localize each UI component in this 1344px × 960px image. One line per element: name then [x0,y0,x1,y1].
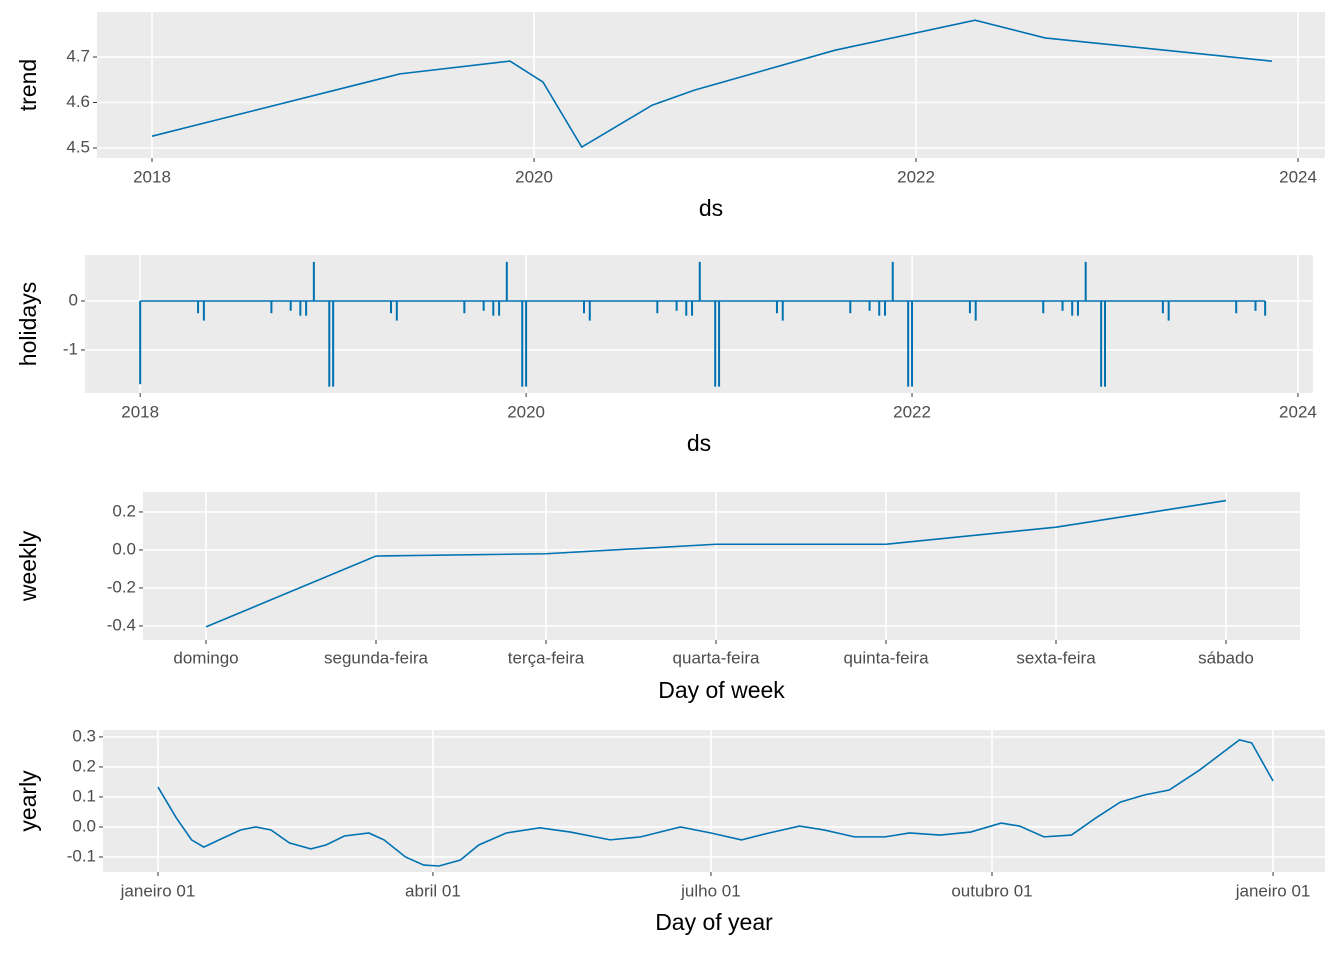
holiday-spike [685,301,688,316]
x-tick-label: 2018 [121,402,159,421]
y-axis-title: yearly [15,770,41,832]
holiday-spike [781,301,784,321]
holiday-spike [332,301,335,387]
holiday-spike [1071,301,1074,316]
y-axis-title: holidays [15,282,41,366]
trend-line [151,19,1273,149]
x-tick-label: 2020 [507,402,545,421]
x-axis-title: Day of week [658,677,785,703]
y-tick-label: -1 [63,339,78,358]
holiday-spike [868,301,871,311]
holiday-spike [656,301,659,314]
x-tick-label: segunda-feira [324,648,429,667]
holiday-spike [1084,261,1087,301]
y-tick-label: 0.1 [72,786,96,805]
x-tick-label: 2024 [1279,167,1317,186]
holiday-spike [463,301,466,314]
holiday-spike [907,301,910,387]
holiday-spike [588,301,591,321]
x-tick-label: terça-feira [508,648,585,667]
y-tick-label: -0.2 [107,577,136,596]
panel-background [103,730,1325,872]
y-tick-label: 0 [69,290,78,309]
y-tick-label: 0.0 [112,539,136,558]
y-tick-label: 0.0 [72,816,96,835]
holiday-spike [849,301,852,314]
x-tick-label: quarta-feira [673,648,760,667]
holiday-spike [878,301,881,316]
x-tick-label: janeiro 01 [1235,881,1311,900]
holiday-spike [498,301,501,316]
holiday-spike [312,261,315,301]
holiday-spike [911,301,914,387]
holiday-spike [482,301,485,311]
x-tick-label: outubro 01 [951,881,1032,900]
holiday-spike [305,301,308,316]
holiday-spike [1103,301,1106,387]
y-tick-label: 0.2 [72,756,96,775]
holiday-spike [1161,301,1164,314]
holiday-spike [968,301,971,314]
holiday-spike [1254,301,1257,311]
holiday-spike [390,301,393,314]
holiday-spike [328,301,331,387]
holiday-spike [718,301,721,387]
holiday-spike [891,261,894,301]
holiday-spike [1100,301,1103,387]
holiday-spike [1167,301,1170,321]
y-tick-label: 4.6 [66,92,90,111]
y-axis-title: weekly [15,530,41,602]
y-tick-label: -0.4 [107,615,136,634]
x-tick-label: sábado [1198,648,1254,667]
y-axis-title: trend [15,59,41,111]
x-axis-title: Day of year [655,909,773,935]
holiday-spike [197,301,200,314]
holiday-spike [698,261,701,301]
holiday-spike [270,301,273,314]
trend-line [205,499,1227,628]
y-tick-label: 4.5 [66,137,90,156]
panel-background [143,492,1300,640]
holiday-spike [691,301,694,316]
holiday-spike [525,301,528,387]
holiday-spike [582,301,585,314]
holiday-spike [675,301,678,311]
x-tick-label: quinta-feira [843,648,929,667]
holiday-spike [505,261,508,301]
x-axis-title: ds [699,195,723,221]
x-tick-label: janeiro 01 [120,881,196,900]
holiday-spike [521,301,524,387]
holiday-spike [974,301,977,321]
x-tick-label: sexta-feira [1016,648,1096,667]
holiday-spike [492,301,495,316]
x-tick-label: 2022 [893,402,931,421]
holiday-spike [1042,301,1045,314]
x-tick-label: abril 01 [405,881,461,900]
x-tick-label: 2022 [897,167,935,186]
y-tick-label: 4.7 [66,47,90,66]
x-tick-label: domingo [173,648,238,667]
holiday-spike [1264,301,1267,316]
x-axis-title: ds [687,430,711,456]
trend-line [157,739,1274,867]
holiday-spike [202,301,205,321]
y-tick-label: -0.1 [67,846,96,865]
holiday-spike [884,301,887,316]
holiday-spike [139,301,142,385]
holiday-spike [395,301,398,321]
x-tick-label: 2024 [1279,402,1317,421]
holiday-spike [289,301,292,311]
x-tick-label: julho 01 [680,881,741,900]
holiday-spike [714,301,717,387]
y-tick-label: 0.2 [112,501,136,520]
x-tick-label: 2018 [133,167,171,186]
holiday-spike [1235,301,1238,314]
holiday-spike [1076,301,1079,316]
x-tick-label: 2020 [515,167,553,186]
holiday-spike [1061,301,1064,311]
y-tick-label: 0.3 [72,726,96,745]
holiday-spike [775,301,778,314]
holiday-spike [299,301,302,316]
